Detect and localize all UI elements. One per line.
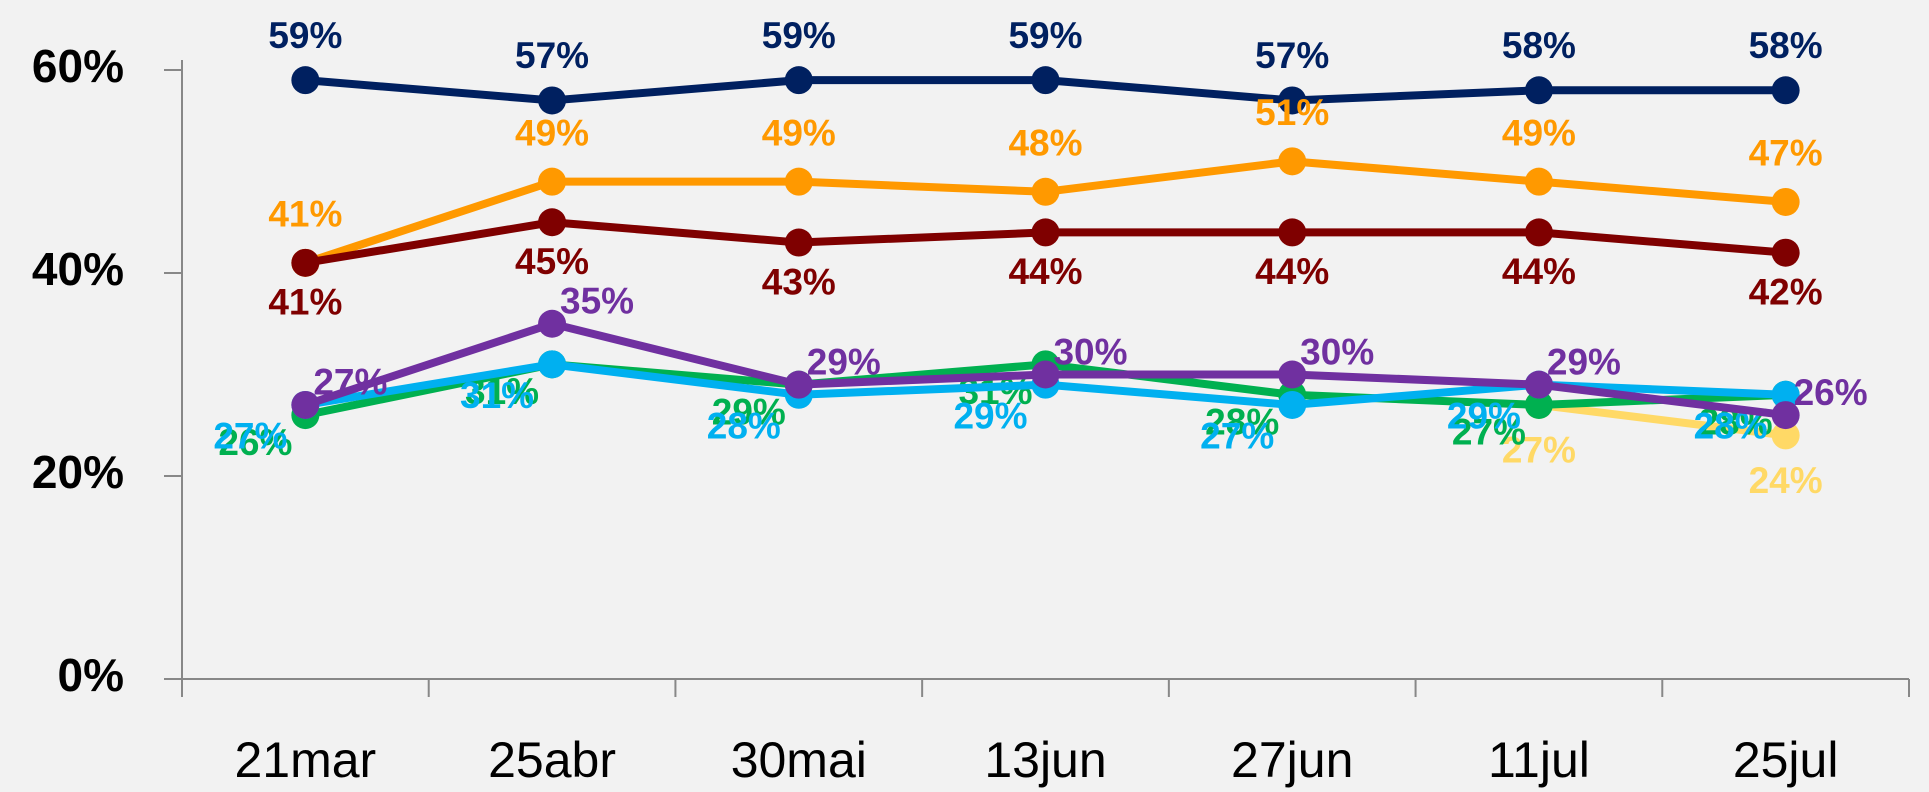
data-label: 29% <box>1447 395 1521 436</box>
data-label: 57% <box>515 35 589 76</box>
data-label: 42% <box>1749 271 1823 312</box>
data-label: 29% <box>807 341 881 382</box>
data-label: 27% <box>1502 430 1576 471</box>
data-label: 27% <box>1200 416 1274 457</box>
data-label: 49% <box>1502 112 1576 153</box>
data-label: 59% <box>762 15 836 56</box>
data-point <box>1771 238 1800 267</box>
data-label: 48% <box>1008 123 1082 164</box>
data-label: 47% <box>1749 133 1823 174</box>
data-label: 44% <box>1008 251 1082 292</box>
data-label: 27% <box>1452 412 1526 453</box>
data-label: 24% <box>1749 460 1823 501</box>
data-point <box>784 167 813 196</box>
x-tick-label: 11jul <box>1488 732 1590 788</box>
x-tick-label: 13jun <box>984 732 1106 788</box>
data-point <box>1524 370 1553 399</box>
data-label: 41% <box>268 282 342 323</box>
data-point <box>291 66 320 95</box>
data-point <box>1524 390 1553 419</box>
data-point <box>784 370 813 399</box>
y-tick-label: 0% <box>58 649 124 701</box>
data-point <box>1524 218 1553 247</box>
data-label: 45% <box>515 241 589 282</box>
series-line <box>1538 400 1787 440</box>
data-point <box>1278 360 1307 389</box>
data-point <box>1031 360 1060 389</box>
x-tick-label: 25abr <box>488 732 616 788</box>
data-label: 29% <box>712 391 786 432</box>
data-label: 59% <box>1008 15 1082 56</box>
y-tick-label: 60% <box>32 40 124 92</box>
y-tick-label: 40% <box>32 243 124 295</box>
data-label: 35% <box>560 281 634 322</box>
data-point <box>1278 86 1307 115</box>
data-point <box>538 208 567 237</box>
data-label: 30% <box>1300 331 1374 372</box>
data-point <box>1771 421 1800 450</box>
data-point <box>538 350 567 379</box>
data-point <box>1771 187 1800 216</box>
data-point <box>1278 390 1307 419</box>
data-label: 26% <box>218 422 292 463</box>
y-tick-label: 20% <box>32 446 124 498</box>
data-label: 31% <box>460 375 534 416</box>
data-point <box>1278 218 1307 247</box>
data-label: 27% <box>213 416 287 457</box>
data-label: 58% <box>1749 25 1823 66</box>
data-point <box>1031 66 1060 95</box>
data-label: 26% <box>1794 372 1868 413</box>
data-point <box>291 248 320 277</box>
data-point <box>1771 76 1800 105</box>
data-label: 43% <box>762 261 836 302</box>
data-label: 29% <box>1547 341 1621 382</box>
data-point <box>1031 218 1060 247</box>
data-label: 59% <box>268 15 342 56</box>
data-point <box>1278 147 1307 176</box>
data-label: 58% <box>1502 25 1576 66</box>
data-label: 57% <box>1255 35 1329 76</box>
data-label: 27% <box>313 362 387 403</box>
data-label: 44% <box>1502 251 1576 292</box>
data-point <box>1524 167 1553 196</box>
data-label: 28% <box>1205 402 1279 443</box>
data-label: 44% <box>1255 251 1329 292</box>
data-point <box>1031 177 1060 206</box>
data-point <box>291 390 320 419</box>
data-label: 30% <box>1053 331 1127 372</box>
x-tick-label: 25jul <box>1733 732 1839 788</box>
data-label: 51% <box>1255 92 1329 133</box>
data-point <box>538 167 567 196</box>
data-label: 29% <box>953 395 1027 436</box>
data-point <box>784 228 813 257</box>
data-point <box>1771 401 1800 430</box>
x-tick-label: 30mai <box>731 732 867 788</box>
data-point <box>538 309 567 338</box>
data-label: 49% <box>515 112 589 153</box>
data-label: 49% <box>762 112 836 153</box>
data-point <box>1524 76 1553 105</box>
x-tick-label: 21mar <box>234 732 376 788</box>
x-tick-label: 27jun <box>1231 732 1353 788</box>
data-label: 41% <box>268 194 342 235</box>
data-point <box>784 66 813 95</box>
data-label: 28% <box>707 406 781 447</box>
data-point <box>538 86 567 115</box>
data-point <box>1771 380 1800 409</box>
